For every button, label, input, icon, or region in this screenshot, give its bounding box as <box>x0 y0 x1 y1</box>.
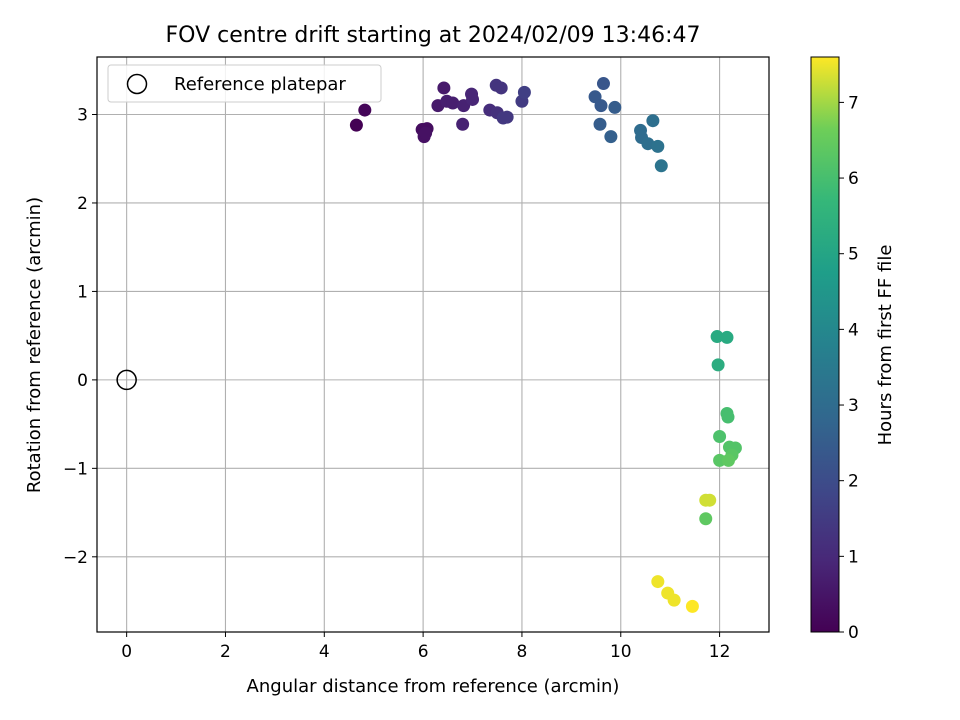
data-point <box>500 110 514 124</box>
x-tick-label: 2 <box>220 642 231 662</box>
data-point <box>721 453 735 467</box>
colorbar-tick-label: 2 <box>848 472 859 492</box>
legend-label: Reference platepar <box>174 74 346 95</box>
data-point <box>685 599 699 613</box>
colorbar-tick-label: 4 <box>848 320 859 340</box>
colorbar-tick-label: 0 <box>848 623 859 643</box>
x-tick-label: 12 <box>709 642 731 662</box>
data-point <box>713 453 727 467</box>
y-tick-label: −2 <box>63 548 88 568</box>
data-point <box>667 593 681 607</box>
reference-marker-group <box>116 369 137 391</box>
colorbar-ticks: 0 1 2 3 4 5 6 7 <box>839 93 859 643</box>
x-tick-label: 6 <box>418 642 429 662</box>
data-point <box>651 139 665 153</box>
data-point <box>419 126 433 140</box>
colorbar-tick-label: 7 <box>848 93 859 113</box>
y-axis-label: Rotation from reference (arcmin) <box>24 197 45 493</box>
colorbar-label: Hours from first FF file <box>875 245 896 446</box>
data-point <box>456 117 470 131</box>
data-point <box>641 137 655 151</box>
y-tick-label: 2 <box>77 194 88 214</box>
data-point <box>711 358 725 372</box>
data-point <box>699 512 713 526</box>
x-tick-label: 8 <box>517 642 528 662</box>
colorbar-tick-label: 3 <box>848 396 859 416</box>
legend-box <box>107 64 382 103</box>
y-tick-label: 1 <box>77 282 88 302</box>
data-point <box>466 92 480 106</box>
data-point <box>654 159 668 173</box>
x-tick-label: 4 <box>319 642 330 662</box>
y-tick-label: −1 <box>63 459 88 479</box>
plot-frame <box>96 56 770 633</box>
x-axis-label: Angular distance from reference (arcmin) <box>247 676 620 697</box>
data-point <box>596 77 610 91</box>
data-point <box>437 81 451 95</box>
data-points <box>349 77 742 613</box>
data-point <box>494 81 508 95</box>
y-tick-label: 3 <box>77 106 88 126</box>
data-point <box>517 85 531 99</box>
y-axis: −2 −1 0 1 2 3 <box>63 106 97 568</box>
data-point <box>721 410 735 424</box>
grid-lines <box>97 57 769 632</box>
reference-platepar-marker <box>116 369 137 391</box>
data-point <box>594 99 608 113</box>
legend: Reference platepar <box>107 64 382 103</box>
y-tick-label: 0 <box>77 371 88 391</box>
colorbar-tick-label: 6 <box>848 169 859 189</box>
data-point <box>593 117 607 131</box>
data-point <box>646 114 660 128</box>
data-point <box>349 118 363 132</box>
x-tick-label: 0 <box>121 642 132 662</box>
x-axis: 0 2 4 6 8 10 12 <box>121 632 730 662</box>
data-point <box>710 330 724 344</box>
data-point <box>604 130 618 144</box>
legend-reference-marker <box>126 73 148 95</box>
data-point <box>446 96 460 110</box>
colorbar-tick-label: 5 <box>848 245 859 265</box>
colorbar-gradient <box>810 56 840 633</box>
chart-title: FOV centre drift starting at 2024/02/09 … <box>166 23 701 48</box>
colorbar: 0 1 2 3 4 5 6 7 Hours from first FF file <box>810 56 896 643</box>
data-point <box>358 103 372 117</box>
data-point <box>713 430 727 443</box>
x-tick-label: 10 <box>610 642 632 662</box>
data-point <box>720 330 734 344</box>
data-point <box>703 493 717 507</box>
data-point <box>651 575 665 589</box>
colorbar-tick-label: 1 <box>848 547 859 567</box>
data-point <box>608 100 622 114</box>
